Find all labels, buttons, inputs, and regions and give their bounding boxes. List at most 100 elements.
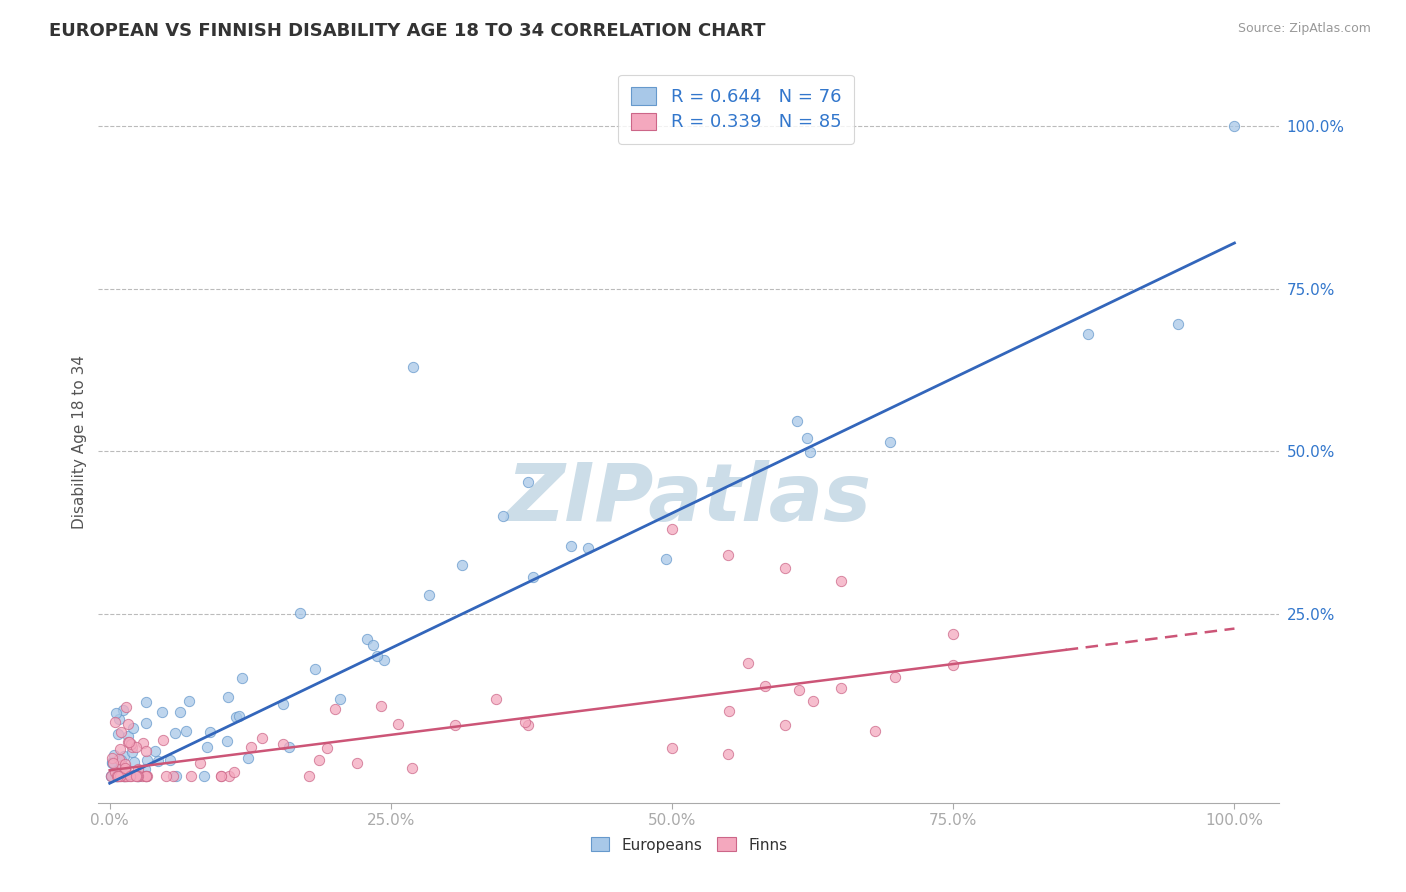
Point bbox=[114, 764, 136, 778]
Point bbox=[180, 769, 202, 783]
Point bbox=[127, 762, 149, 776]
Point bbox=[801, 694, 824, 708]
Point bbox=[401, 761, 423, 775]
Point bbox=[100, 769, 122, 783]
Point bbox=[717, 549, 740, 563]
Point bbox=[135, 769, 157, 783]
Point bbox=[717, 747, 740, 761]
Point bbox=[127, 769, 149, 783]
Point bbox=[177, 694, 200, 708]
Point bbox=[576, 541, 599, 555]
Point bbox=[492, 509, 515, 524]
Point bbox=[787, 682, 810, 697]
Point bbox=[117, 716, 139, 731]
Point bbox=[107, 727, 129, 741]
Point bbox=[356, 632, 378, 646]
Point bbox=[522, 570, 544, 584]
Point bbox=[100, 769, 122, 783]
Point bbox=[165, 769, 187, 783]
Point bbox=[366, 649, 388, 664]
Point bbox=[114, 756, 136, 771]
Point bbox=[143, 744, 166, 758]
Point bbox=[101, 756, 124, 770]
Point bbox=[114, 761, 136, 775]
Point bbox=[112, 748, 135, 763]
Point bbox=[231, 671, 253, 685]
Point bbox=[105, 769, 128, 783]
Point bbox=[361, 638, 384, 652]
Point bbox=[100, 755, 122, 769]
Point bbox=[162, 769, 184, 783]
Point bbox=[884, 670, 907, 684]
Point bbox=[215, 734, 238, 748]
Point bbox=[110, 769, 132, 783]
Point bbox=[159, 753, 181, 767]
Point bbox=[879, 434, 901, 449]
Point bbox=[325, 702, 347, 716]
Point bbox=[112, 769, 135, 783]
Point bbox=[115, 769, 138, 783]
Point bbox=[271, 737, 294, 751]
Point bbox=[346, 756, 368, 770]
Point bbox=[942, 626, 965, 640]
Point bbox=[117, 735, 139, 749]
Point bbox=[110, 753, 132, 767]
Point bbox=[169, 705, 191, 719]
Point bbox=[101, 769, 124, 783]
Point bbox=[114, 768, 136, 782]
Point bbox=[108, 712, 131, 726]
Point bbox=[209, 769, 232, 783]
Point bbox=[799, 444, 821, 458]
Point bbox=[135, 716, 157, 731]
Point bbox=[240, 740, 263, 755]
Point bbox=[121, 745, 143, 759]
Point bbox=[127, 769, 149, 783]
Point bbox=[830, 574, 852, 589]
Point bbox=[304, 662, 326, 676]
Point bbox=[225, 709, 247, 723]
Point bbox=[122, 755, 145, 769]
Point bbox=[112, 769, 135, 783]
Point bbox=[104, 706, 127, 720]
Point bbox=[114, 700, 136, 714]
Point bbox=[786, 414, 808, 428]
Point bbox=[112, 769, 135, 783]
Point bbox=[224, 764, 246, 779]
Point bbox=[942, 657, 965, 672]
Point bbox=[132, 736, 155, 750]
Y-axis label: Disability Age 18 to 34: Disability Age 18 to 34 bbox=[72, 354, 87, 529]
Point bbox=[120, 769, 142, 783]
Point bbox=[125, 769, 148, 783]
Point bbox=[717, 704, 740, 718]
Point bbox=[135, 769, 157, 783]
Point bbox=[484, 692, 506, 706]
Point bbox=[418, 588, 440, 602]
Point bbox=[105, 769, 128, 783]
Point bbox=[118, 735, 141, 749]
Text: Source: ZipAtlas.com: Source: ZipAtlas.com bbox=[1237, 22, 1371, 36]
Point bbox=[135, 769, 157, 783]
Point bbox=[108, 752, 131, 766]
Point bbox=[104, 714, 127, 729]
Point bbox=[370, 698, 392, 713]
Point bbox=[163, 726, 186, 740]
Point bbox=[217, 690, 239, 704]
Point bbox=[209, 769, 232, 783]
Point bbox=[773, 561, 796, 575]
Point bbox=[773, 718, 796, 732]
Point bbox=[1223, 119, 1246, 133]
Point bbox=[387, 717, 409, 731]
Point bbox=[131, 769, 153, 783]
Point bbox=[108, 769, 131, 783]
Point bbox=[114, 769, 136, 783]
Point bbox=[118, 766, 141, 780]
Point bbox=[107, 762, 129, 776]
Point bbox=[121, 721, 143, 735]
Point bbox=[152, 733, 174, 747]
Point bbox=[444, 718, 467, 732]
Point bbox=[290, 606, 312, 620]
Point bbox=[134, 769, 156, 783]
Point bbox=[125, 769, 148, 783]
Point bbox=[654, 551, 676, 566]
Point bbox=[111, 758, 134, 772]
